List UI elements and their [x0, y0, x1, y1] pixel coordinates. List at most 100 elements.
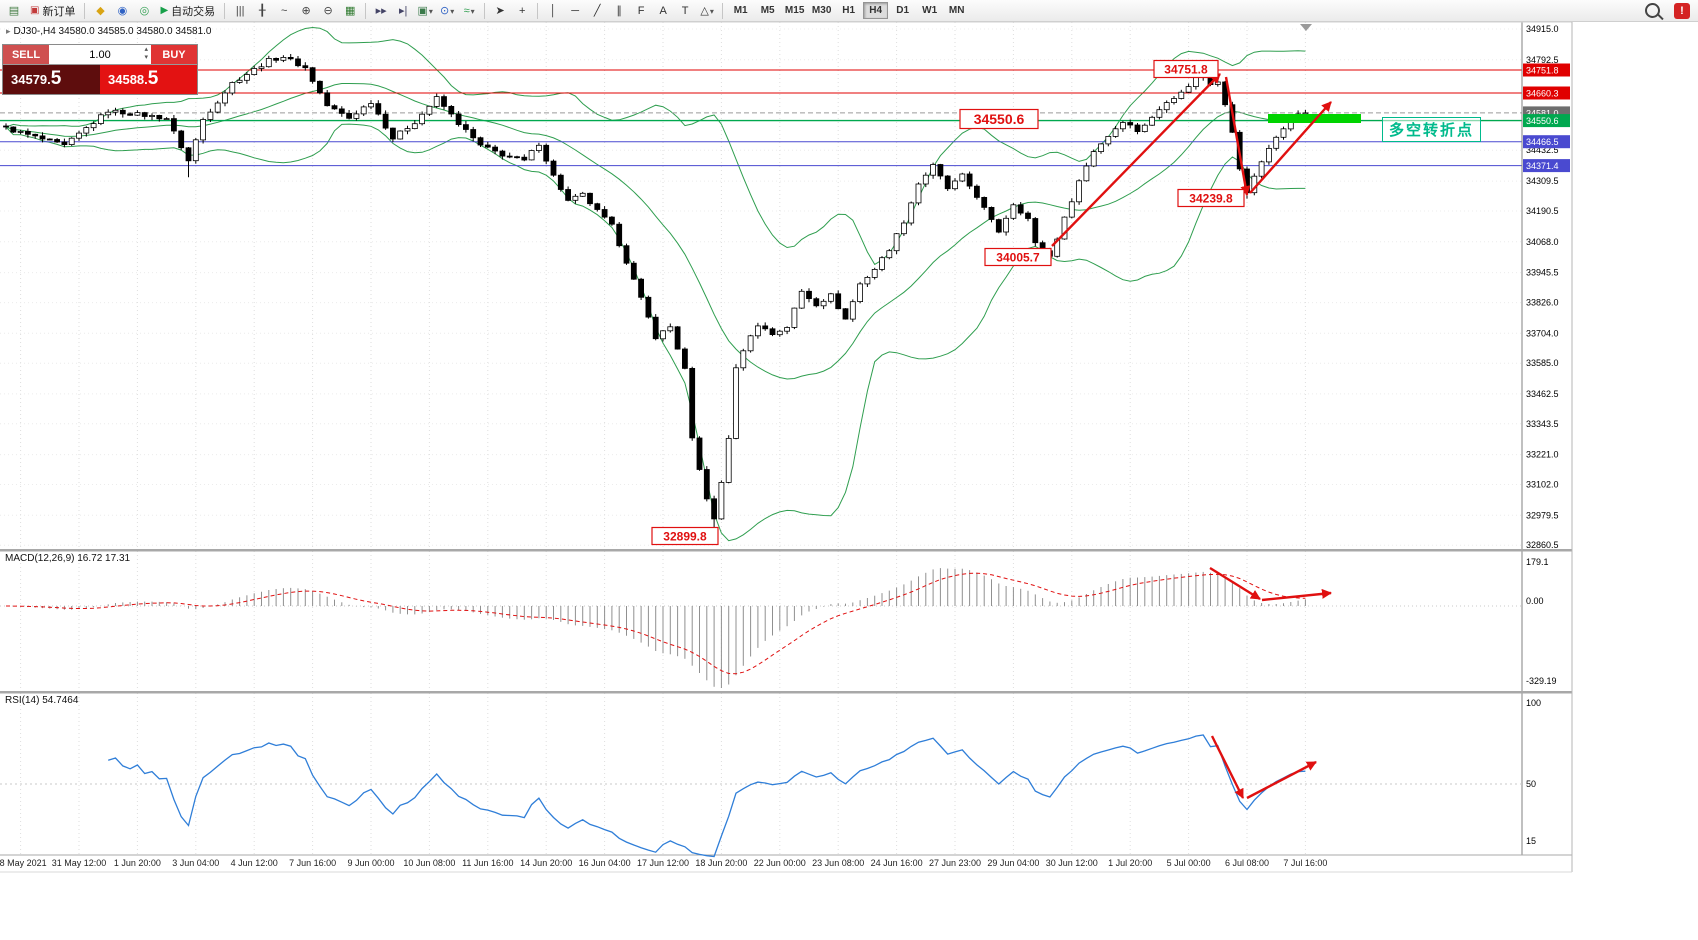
- label-tool-icon[interactable]: T: [681, 4, 689, 17]
- expand-icon[interactable]: ▸: [6, 26, 11, 36]
- svg-text:11 Jun 16:00: 11 Jun 16:00: [462, 858, 513, 868]
- svg-text:33704.0: 33704.0: [1526, 328, 1559, 338]
- chart-symbol-line: ▸ DJ30-,H4 34580.0 34585.0 34580.0 34581.…: [6, 26, 211, 37]
- svg-text:1 Jul 20:00: 1 Jul 20:00: [1108, 858, 1152, 868]
- timeframe-mn[interactable]: MN: [948, 5, 965, 16]
- svg-text:34068.0: 34068.0: [1526, 237, 1559, 247]
- svg-text:30 Jun 12:00: 30 Jun 12:00: [1046, 858, 1098, 868]
- crosshair-icon[interactable]: +: [518, 4, 526, 17]
- trade-panel-controls: SELL 1.00 ▴ ▾ BUY: [3, 45, 197, 65]
- text-tool-icon[interactable]: A: [659, 4, 667, 17]
- autotrade-button[interactable]: ▶ 自动交易: [160, 5, 216, 18]
- toolbar-separator: [537, 2, 539, 19]
- svg-text:5 Jul 00:00: 5 Jul 00:00: [1167, 858, 1211, 868]
- mql5-community-icon[interactable]: ◆: [96, 4, 105, 17]
- svg-text:15: 15: [1526, 836, 1536, 846]
- cursor-icon[interactable]: ➤: [495, 4, 505, 17]
- svg-text:4 Jun 12:00: 4 Jun 12:00: [231, 858, 278, 868]
- indicators-combo[interactable]: ≈▾: [463, 4, 475, 17]
- buy-price[interactable]: 34588.5: [100, 65, 197, 94]
- price-annotation-box: [1177, 188, 1245, 208]
- svg-text:179.1: 179.1: [1526, 557, 1549, 567]
- svg-text:27 Jun 23:00: 27 Jun 23:00: [929, 858, 981, 868]
- rsi-line: [108, 734, 1306, 858]
- svg-text:34660.3: 34660.3: [1526, 89, 1559, 99]
- time-axis: 28 May 2021 31 May 12:00 1 Jun 20:00 3 Jun …: [0, 858, 1327, 868]
- timeframe-d1[interactable]: D1: [896, 5, 910, 16]
- svg-text:-329.19: -329.19: [1526, 676, 1557, 686]
- rsi-indicator-label: RSI(14) 54.7464: [5, 695, 79, 706]
- trend-arrow: [1209, 566, 1261, 601]
- svg-text:32979.5: 32979.5: [1526, 510, 1559, 520]
- chart-annotations[interactable]: 34751.8 34550.6 34005.7 34239.8 32899.8: [651, 59, 1361, 800]
- new-window-combo[interactable]: ▣▾: [417, 4, 433, 17]
- svg-text:34190.5: 34190.5: [1526, 206, 1559, 216]
- svg-text:17 Jun 12:00: 17 Jun 12:00: [637, 858, 689, 868]
- svg-text:1 Jun 20:00: 1 Jun 20:00: [114, 858, 161, 868]
- search-icon[interactable]: [1645, 3, 1660, 18]
- panel-divider[interactable]: [0, 549, 1572, 552]
- macd-indicator-label: MACD(12,26,9) 16.72 17.31: [5, 553, 131, 564]
- chart-shift-icon[interactable]: ▸|: [398, 4, 408, 17]
- horizontal-line-tool-icon[interactable]: ─: [571, 4, 580, 17]
- trend-arrow: [1249, 101, 1332, 194]
- trend-arrow: [1246, 760, 1317, 800]
- svg-text:7 Jul 16:00: 7 Jul 16:00: [1283, 858, 1327, 868]
- trend-arrow: [1210, 735, 1245, 799]
- timeframe-h1[interactable]: H1: [842, 5, 856, 16]
- svg-text:10 Jun 08:00: 10 Jun 08:00: [403, 858, 455, 868]
- chart-shift-marker[interactable]: [1300, 24, 1312, 31]
- period-combo[interactable]: ⊙▾: [440, 4, 455, 17]
- channel-tool-icon[interactable]: ∥: [616, 4, 622, 17]
- lot-size-field[interactable]: 1.00 ▴ ▾: [49, 45, 151, 64]
- timeframe-w1[interactable]: W1: [922, 5, 938, 16]
- sell-price[interactable]: 34579.5: [3, 65, 100, 94]
- macd-signal-line: [5, 572, 1306, 675]
- zoom-in-icon[interactable]: ⊕: [301, 4, 311, 17]
- buy-button[interactable]: BUY: [151, 45, 197, 64]
- trendline-tool-icon[interactable]: ╱: [593, 4, 601, 17]
- new-chart-icon[interactable]: ▤: [8, 4, 20, 17]
- timeframe-m5[interactable]: M5: [760, 5, 775, 16]
- zoom-out-icon[interactable]: ⊖: [323, 4, 333, 17]
- vertical-line-tool-icon[interactable]: │: [549, 4, 557, 17]
- svg-text:34751.8: 34751.8: [1164, 62, 1208, 76]
- svg-text:33102.0: 33102.0: [1526, 480, 1559, 490]
- svg-text:34239.8: 34239.8: [1189, 191, 1233, 205]
- svg-text:16 Jun 04:00: 16 Jun 04:00: [579, 858, 631, 868]
- panel-divider[interactable]: [0, 691, 1572, 694]
- toolbar-separator: [224, 2, 226, 19]
- sell-button[interactable]: SELL: [3, 45, 49, 64]
- price-annotation-box: [651, 526, 719, 546]
- timeframe-m15[interactable]: M15: [784, 5, 805, 16]
- svg-text:34371.4: 34371.4: [1526, 161, 1559, 171]
- candlestick-mode-icon[interactable]: ╂: [258, 4, 266, 17]
- bar-chart-mode-icon[interactable]: |||: [235, 4, 245, 17]
- svg-text:34005.7: 34005.7: [996, 250, 1040, 264]
- new-order-button[interactable]: ▣ 新订单: [30, 5, 76, 18]
- timeframe-m1[interactable]: M1: [733, 5, 748, 16]
- annotation-text-note[interactable]: 多空转折点: [1382, 117, 1482, 142]
- svg-text:0.00: 0.00: [1526, 596, 1544, 606]
- timeframe-m30[interactable]: M30: [811, 5, 832, 16]
- svg-text:33826.0: 33826.0: [1526, 298, 1559, 308]
- fibonacci-tool-icon[interactable]: F: [637, 4, 645, 17]
- toolbar-separator: [722, 2, 724, 19]
- lot-spinner[interactable]: ▴ ▾: [144, 46, 148, 61]
- toolbar-separator: [84, 2, 86, 19]
- data-window-icon[interactable]: ◎: [139, 4, 150, 17]
- shapes-combo[interactable]: △▾: [700, 4, 714, 17]
- line-chart-mode-icon[interactable]: ~: [280, 4, 288, 17]
- market-watch-icon[interactable]: ◉: [117, 4, 128, 17]
- tile-windows-icon[interactable]: ▦: [344, 4, 356, 17]
- svg-text:29 Jun 04:00: 29 Jun 04:00: [987, 858, 1039, 868]
- timeframe-h4[interactable]: H4: [863, 2, 889, 19]
- notifications-icon[interactable]: !: [1674, 2, 1690, 19]
- toolbar: ▤ ▣ 新订单 ◆ ◉ ◎ ▶ 自动交易 ||| ╂ ~ ⊕ ⊖ ▦ ▸▸ ▸| ▣▾ ⊙▾ ≈▾ ➤ + │ ─ ╱ ∥ F A T…: [0, 0, 1698, 22]
- svg-text:28 May 2021: 28 May 2021: [0, 858, 47, 868]
- svg-text:6 Jul 08:00: 6 Jul 08:00: [1225, 858, 1269, 868]
- bollinger-bands: [5, 26, 1306, 542]
- auto-scroll-icon[interactable]: ▸▸: [375, 4, 387, 17]
